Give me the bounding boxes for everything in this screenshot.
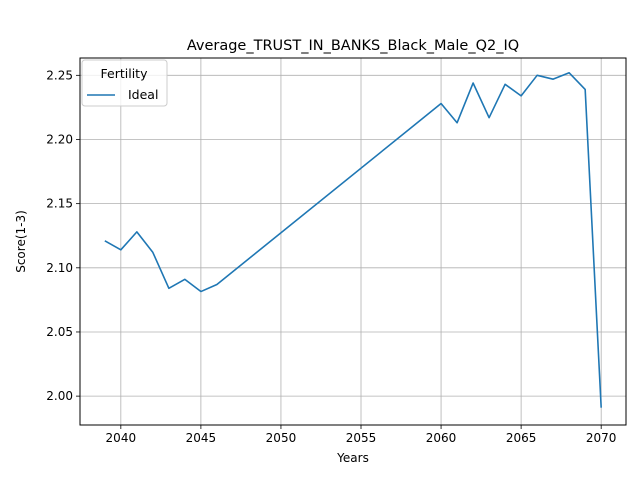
x-tick-label: 2050 — [266, 431, 297, 445]
x-tick-label: 2070 — [586, 431, 617, 445]
x-tick-label: 2065 — [506, 431, 537, 445]
series-line-ideal — [104, 71, 602, 408]
grid — [80, 58, 626, 425]
y-tick-label: 2.00 — [46, 389, 73, 403]
x-axis-label: Years — [336, 451, 369, 465]
x-tick-label: 2060 — [426, 431, 457, 445]
y-tick-label: 2.25 — [46, 68, 73, 82]
legend-label-ideal: Ideal — [128, 87, 158, 102]
y-tick-label: 2.10 — [46, 261, 73, 275]
y-axis: 2.00 2.05 2.10 2.15 2.20 2.25 — [46, 68, 80, 403]
y-axis-label: Score(1-3) — [14, 210, 28, 273]
x-tick-label: 2045 — [186, 431, 217, 445]
y-tick-label: 2.15 — [46, 197, 73, 211]
y-tick-label: 2.20 — [46, 132, 73, 146]
x-tick-label: 2055 — [346, 431, 377, 445]
x-tick-label: 2040 — [106, 431, 137, 445]
x-axis: 2040 2045 2050 2055 2060 2065 2070 — [106, 425, 617, 445]
y-tick-label: 2.05 — [46, 325, 73, 339]
axes-frame — [79, 57, 627, 426]
chart-title: Average_TRUST_IN_BANKS_Black_Male_Q2_IQ — [187, 38, 519, 54]
series-layer — [104, 71, 602, 408]
legend-title: Fertility — [101, 66, 149, 81]
legend: Fertility Ideal — [81, 59, 168, 107]
